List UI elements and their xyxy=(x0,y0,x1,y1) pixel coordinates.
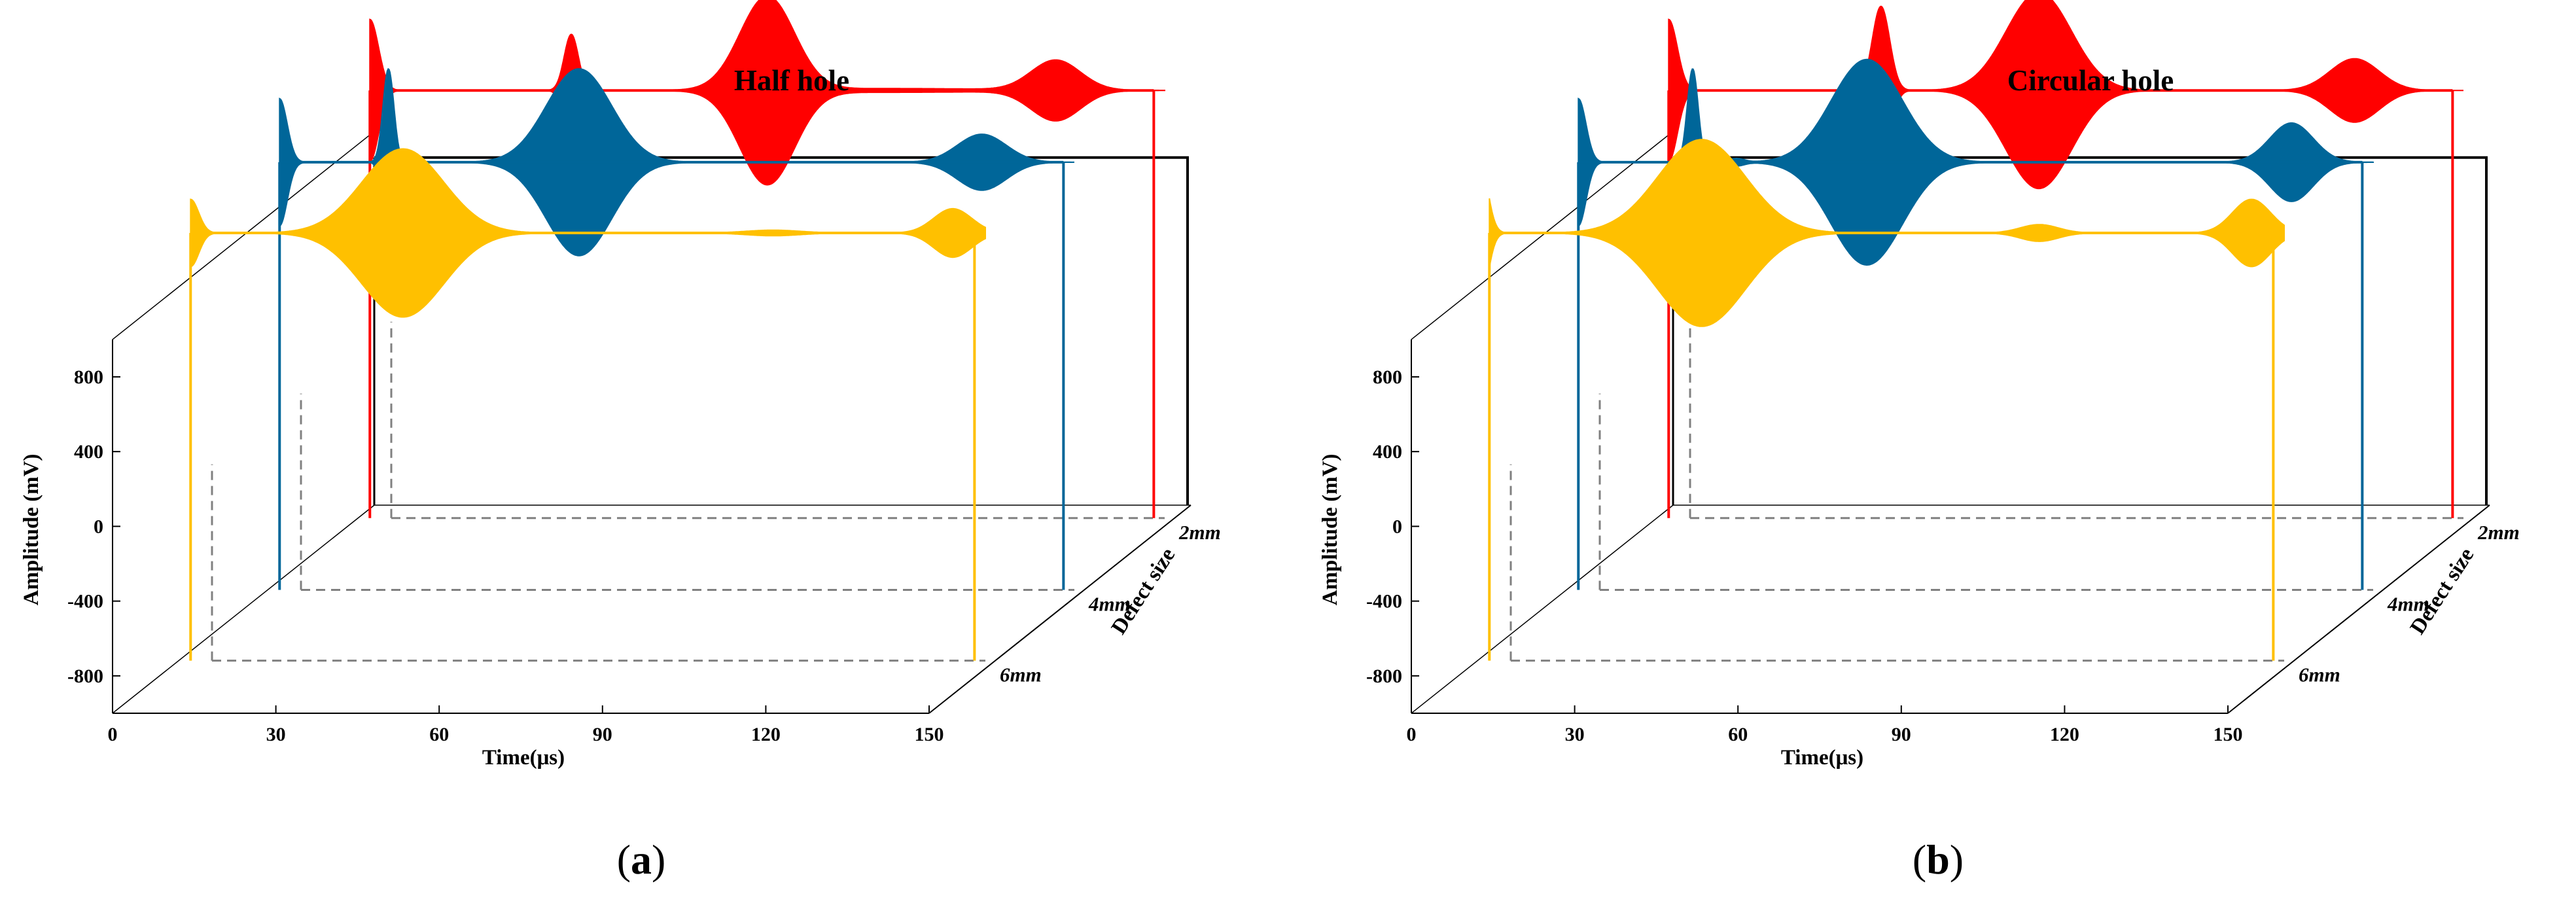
waveform-envelope-6mm xyxy=(1489,139,2285,327)
floor-left-edge xyxy=(112,505,375,714)
depth-label-6mm: 6mm xyxy=(1000,664,1042,686)
y-tick-label--400: -400 xyxy=(67,591,103,612)
series-6mm xyxy=(189,148,986,661)
x-tick-label-60: 60 xyxy=(429,724,449,745)
y-tick-label-400: 400 xyxy=(1373,441,1402,463)
x-tick-label-0: 0 xyxy=(1407,724,1417,745)
x-tick-label-150: 150 xyxy=(915,724,944,745)
chart-panel-a: -800 -400 0 400 800 0 30 60 90 120 150 Time(μs) Ampl… xyxy=(20,0,1221,883)
y-tick-label--400: -400 xyxy=(1366,591,1402,612)
panel-caption: (b) xyxy=(1913,836,1964,883)
floor-right-edge xyxy=(2227,505,2490,714)
y-tick-label-0: 0 xyxy=(94,516,103,537)
chart-panel-b: -800 -400 0 400 800 0 30 60 90 120 150 Time(μs) Ampl… xyxy=(1318,0,2520,883)
y-tick-label-800: 800 xyxy=(1373,366,1402,388)
y-tick-label-0: 0 xyxy=(1392,516,1402,537)
caption-open-paren: ( xyxy=(1913,836,1926,883)
x-axis-label: Time(μs) xyxy=(482,746,565,770)
depth-label-4mm: 4mm xyxy=(2387,593,2429,616)
caption-close-paren: ) xyxy=(1950,836,1964,883)
top-left-diagonal-edge xyxy=(112,131,375,340)
waveform-envelope-6mm xyxy=(190,148,986,318)
depth-label-2mm: 2mm xyxy=(1178,521,1221,544)
floor-left-edge xyxy=(1411,505,1674,714)
panel-caption: (a) xyxy=(617,836,666,883)
chart-title: Circular hole xyxy=(2007,64,2174,97)
y-tick-label--800: -800 xyxy=(1366,665,1402,687)
x-tick-label-90: 90 xyxy=(1892,724,1911,745)
depth-label-4mm: 4mm xyxy=(1088,593,1131,616)
y-tick-label-800: 800 xyxy=(74,366,103,388)
x-tick-label-0: 0 xyxy=(108,724,118,745)
x-tick-label-30: 30 xyxy=(266,724,286,745)
top-left-diagonal-edge xyxy=(1411,131,1674,340)
depth-label-6mm: 6mm xyxy=(2299,664,2340,686)
y-tick-label--800: -800 xyxy=(67,665,103,687)
floor-right-edge xyxy=(928,505,1191,714)
caption-close-paren: ) xyxy=(652,836,665,883)
y-tick-label-400: 400 xyxy=(74,441,103,463)
series-6mm xyxy=(1488,139,2285,661)
caption-open-paren: ( xyxy=(617,836,631,883)
y-axis-label: Amplitude (mV) xyxy=(20,453,43,605)
caption-letter: a xyxy=(631,836,652,883)
x-tick-label-90: 90 xyxy=(593,724,612,745)
x-tick-label-30: 30 xyxy=(1565,724,1585,745)
chart-title: Half hole xyxy=(734,64,849,97)
x-tick-label-120: 120 xyxy=(751,724,781,745)
x-tick-label-150: 150 xyxy=(2214,724,2243,745)
y-axis-label: Amplitude (mV) xyxy=(1318,453,1342,605)
depth-label-2mm: 2mm xyxy=(2477,521,2520,544)
caption-letter: b xyxy=(1926,836,1950,883)
x-tick-label-120: 120 xyxy=(2050,724,2079,745)
x-tick-label-60: 60 xyxy=(1728,724,1748,745)
x-axis-label: Time(μs) xyxy=(1781,746,1863,770)
